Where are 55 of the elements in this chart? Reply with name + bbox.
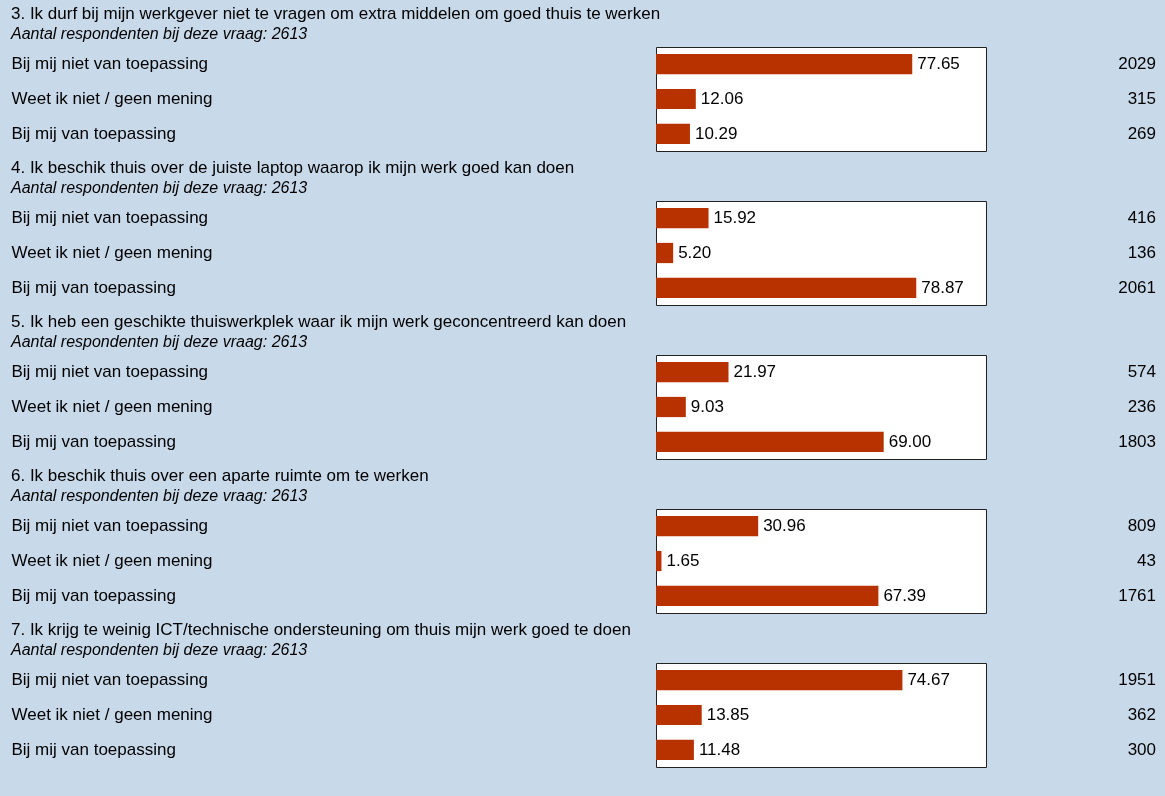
text: 809 (1127, 516, 1156, 536)
data-label: 67.39 (883, 585, 926, 605)
y-tick-label: Weet ik niet / geen mening (11, 397, 213, 416)
data-label: 9.03 (690, 397, 724, 416)
data-label: 13.85 (706, 705, 750, 724)
text: 574 (1127, 362, 1156, 382)
data-label: 12.06 (700, 89, 744, 108)
data-label: 21.97 (733, 362, 777, 382)
text: Aantal respondenten bij deze vraag: 2613 (10, 179, 308, 196)
y-tick-label: Weet ik niet / geen mening (11, 243, 213, 262)
text: 416 (1127, 208, 1156, 228)
text: 362 (1127, 705, 1156, 724)
data-label: 30.96 (763, 516, 806, 536)
text: Aantal respondenten bij deze vraag: 2613 (10, 333, 308, 350)
text: 236 (1127, 397, 1156, 416)
text: Aantal respondenten bij deze vraag: 2613 (10, 641, 308, 658)
y-tick-label: Bij mij niet van toepassing (11, 670, 209, 690)
y-tick-label: Bij mij van toepassing (11, 123, 176, 143)
text: 315 (1127, 89, 1156, 108)
y-tick-label: Weet ik niet / geen mening (11, 705, 213, 724)
text: 269 (1127, 123, 1156, 143)
data-label: 10.29 (694, 123, 738, 143)
data-label: 15.92 (713, 208, 757, 228)
text: 2061 (1118, 277, 1156, 297)
data-label: 77.65 (917, 54, 960, 74)
y-tick-label: Weet ik niet / geen mening (11, 89, 213, 108)
y-tick-label: Bij mij niet van toepassing (11, 516, 209, 536)
text: 3. Ik durf bij mijn werkgever niet te vragen om extra middelen om goed thuis te werken (11, 4, 661, 23)
text: Aantal respondenten bij deze vraag: 2613 (10, 25, 308, 42)
text: 1803 (1118, 431, 1156, 451)
data-label: 69.00 (888, 431, 932, 451)
text: 2029 (1118, 54, 1156, 74)
y-tick-label: Bij mij niet van toepassing (11, 362, 209, 382)
y-tick-label: Bij mij niet van toepassing (11, 54, 209, 74)
y-tick-label: Bij mij van toepassing (11, 277, 176, 297)
y-tick-label: Bij mij niet van toepassing (11, 208, 209, 228)
text: 7. Ik krijg te weinig ICT/technische ondersteuning om thuis mijn werk goed te doen (11, 620, 631, 639)
text: 300 (1127, 739, 1156, 759)
y-tick-label: Bij mij van toepassing (11, 585, 176, 605)
text: 6. Ik beschik thuis over een aparte ruimte om te werken (11, 466, 429, 485)
text: 1761 (1118, 585, 1156, 605)
data-label: 74.67 (907, 670, 950, 690)
text: Aantal respondenten bij deze vraag: 2613 (10, 487, 308, 504)
data-label: 1.65 (666, 551, 700, 570)
text: 43 (1137, 551, 1156, 570)
text: 1951 (1118, 670, 1156, 690)
text: 5. Ik heb een geschikte thuiswerkplek waar ik mijn werk geconcentreerd kan doen (11, 312, 627, 331)
data-label: 78.87 (921, 277, 964, 297)
y-tick-label: Bij mij van toepassing (11, 431, 176, 451)
text: 4. Ik beschik thuis over de juiste laptop waarop ik mijn werk goed kan doen (11, 158, 575, 177)
text: 136 (1127, 243, 1156, 262)
y-tick-label: Weet ik niet / geen mening (11, 551, 213, 570)
data-label: 11.48 (698, 739, 741, 759)
y-tick-label: Bij mij van toepassing (11, 739, 176, 759)
data-label: 5.20 (678, 243, 712, 262)
